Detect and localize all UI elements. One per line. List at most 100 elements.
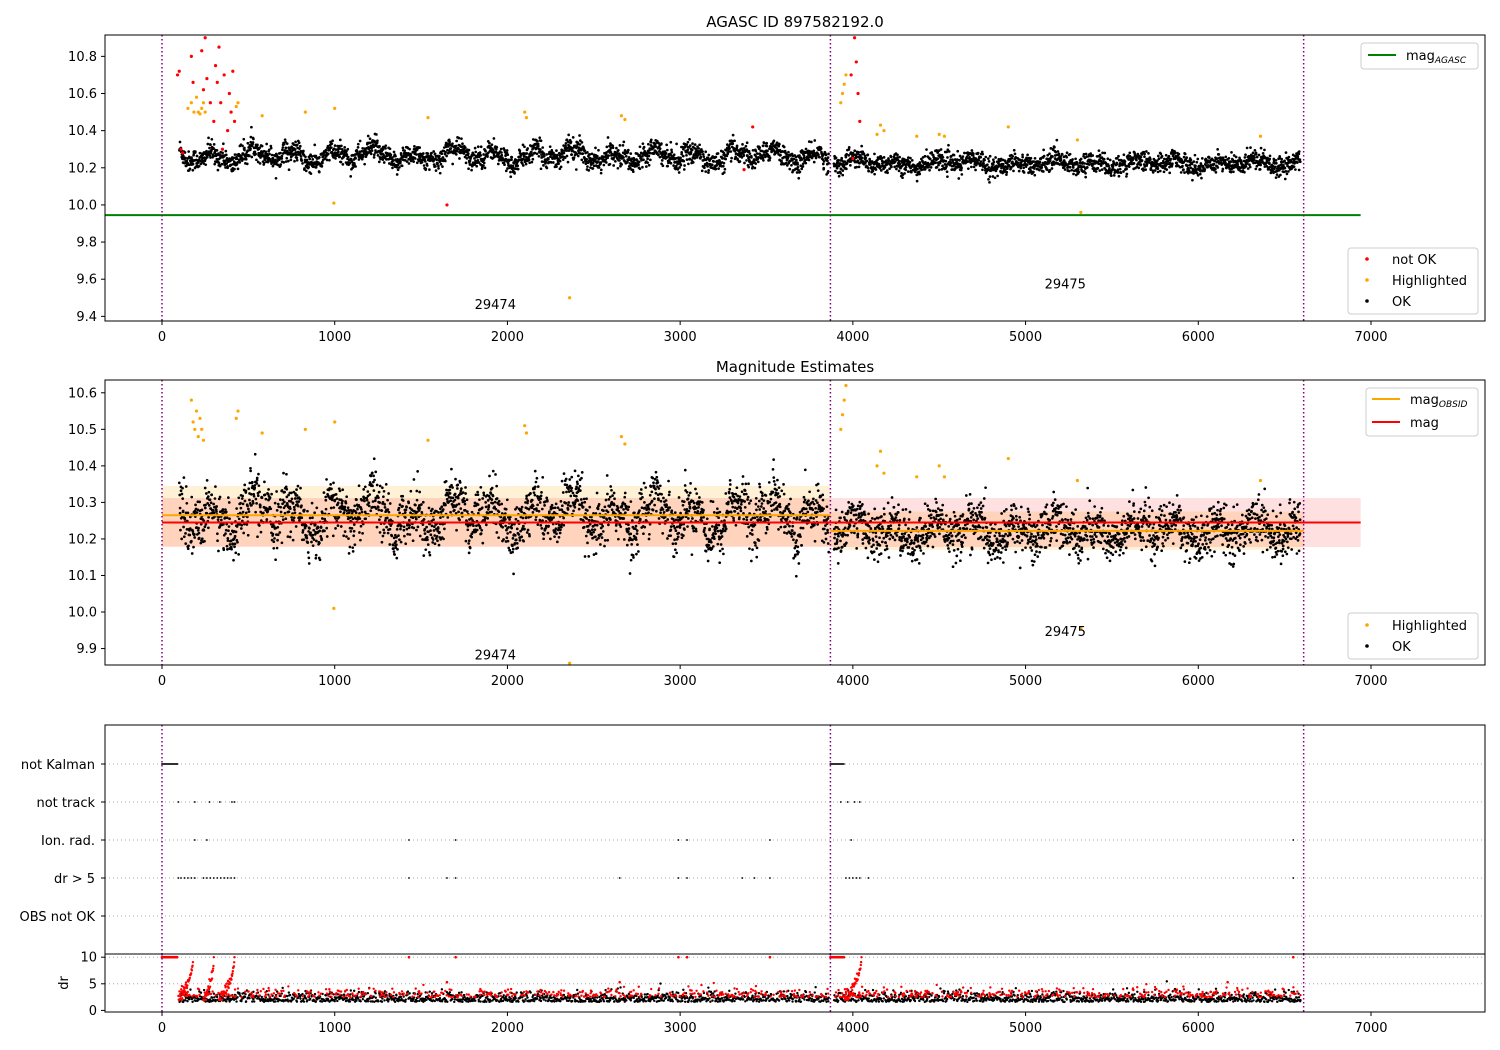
top-ok-point [438,160,442,164]
top-ok-point [576,154,580,158]
middle-ok-point [372,457,376,461]
top-ok-point [224,149,228,153]
top-ok-point [849,164,852,167]
top-ok-point [982,162,985,166]
top-ok-point [400,164,404,168]
middle-ok-point [247,510,251,513]
top-ok-point [1227,156,1231,160]
top-ok-point [252,137,255,141]
top-ok-point [988,154,992,158]
top-ok-point [470,168,473,172]
top-ok-point [343,146,347,149]
middle-ok-point [313,523,317,527]
top-ok-point [289,158,293,162]
top-ok-point [952,153,956,157]
top-ok-point [330,142,334,145]
top-ok-point [572,156,576,160]
middle-ok-point [307,562,311,565]
middle-ok-point [311,516,314,520]
top-ok-point [500,151,503,154]
middle-ok-point [356,507,359,511]
top-ok-point [360,157,364,161]
top-ok-point [457,147,460,150]
top-ok-point [753,166,757,170]
top-ok-point [562,151,566,155]
top-ok-point [213,162,217,166]
top-ok-point [804,147,808,151]
top-ok-point [819,147,823,150]
middle-ok-point [357,484,361,488]
middle-ok-point [263,493,267,497]
top-ok-point [420,160,424,164]
top-ok-point [1191,178,1194,182]
middle-ok-point [244,489,248,493]
middle-ok-point [401,504,404,508]
middle-ok-point [191,530,195,533]
middle-ok-point [194,503,197,507]
middle-ok-point [292,516,296,520]
top-ok-point [594,146,597,150]
top-ok-point [1048,168,1052,172]
top-ok-point [299,155,303,158]
top-ok-point [762,159,765,162]
top-ok-point [622,156,625,159]
middle-ok-point [404,508,408,512]
middle-ok-point [352,534,356,538]
top-ok-point [779,153,782,157]
middle-ok-point [224,532,227,535]
top-ok-point [1117,154,1120,158]
middle-ok-point [182,525,185,529]
middle-ok-point [212,502,215,506]
top-ok-point [439,162,443,166]
top-ok-point [435,158,439,162]
top-ok-point [492,137,496,140]
middle-ok-point [385,516,389,520]
middle-ok-point [354,511,358,515]
top-ok-point [1117,174,1121,178]
top-ok-point [824,153,828,157]
middle-ok-point [197,526,200,530]
top-ok-point [349,174,353,178]
top-ok-point [873,172,876,176]
top-ok-point [503,163,506,167]
top-ok-point [555,165,558,168]
middle-ok-point [378,484,382,488]
top-ok-point [869,163,872,166]
top-ok-point [1248,165,1252,169]
top-ok-point [687,162,690,166]
top-ok-point [1275,161,1278,165]
top-ok-point [1236,163,1240,167]
top-ok-point [564,141,568,145]
top-ok-point [496,162,500,166]
top-ok-point [295,153,298,157]
middle-ok-point [207,526,210,530]
top-ok-point [606,136,610,139]
middle-ok-point [181,509,185,513]
middle-ok-point [380,509,384,512]
top-ok-point [1103,151,1107,155]
top-ok-point [538,148,542,151]
middle-ok-point [213,497,217,500]
top-ok-point [326,152,330,156]
top-ok-point [782,145,786,149]
middle-ok-point [386,531,390,535]
middle-ok-point [234,551,238,555]
top-ok-point [1094,170,1098,173]
middle-ok-point [233,542,237,546]
top-ok-point [1137,166,1141,170]
top-ok-point [458,157,461,160]
top-ok-point [722,151,726,155]
top-ok-point [804,161,808,165]
top-ok-point [209,156,212,159]
top-ok-point [505,149,509,152]
top-ok-point [209,151,213,155]
top-ok-point [294,150,298,154]
middle-ok-point [312,538,316,542]
top-ok-point [947,150,951,153]
top-ok-point [323,157,327,160]
top-ok-point [1083,162,1086,165]
top-ok-point [541,146,545,149]
top-ok-point [284,146,288,150]
top-ok-point [839,171,842,175]
top-ok-point [1183,171,1186,174]
